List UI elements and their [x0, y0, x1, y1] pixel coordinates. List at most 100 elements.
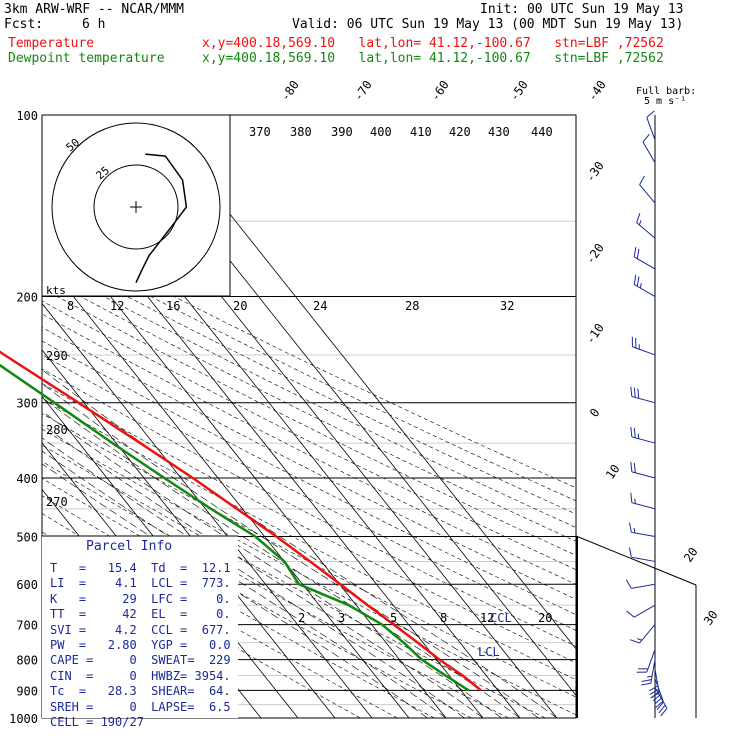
- wind-barb-shaft: [650, 659, 656, 684]
- parcel-info-row: SREH = 0 LAPSE= 6.5: [50, 699, 231, 714]
- frame-right-lower: [576, 536, 578, 718]
- dewpoint-legend-label: Dewpoint temperature: [8, 51, 165, 66]
- isotherm-label-top: -70: [351, 78, 375, 104]
- parcel-info-title: Parcel Info: [86, 539, 173, 554]
- parcel-info-row: K = 29 LFC = 0.: [50, 591, 231, 606]
- mixing-ratio-label: 5: [390, 611, 397, 625]
- hodograph-trace: [135, 153, 188, 283]
- parcel-info-row: T = 15.4 Td = 12.1: [50, 561, 231, 575]
- theta-left-label: 270: [46, 495, 68, 509]
- pressure-tick-label: 400: [16, 472, 38, 486]
- speed-scale-label: 20: [233, 299, 247, 313]
- parcel-info-row: CIN = 0 HWBZ= 3954.: [50, 668, 231, 683]
- wind-barb-flag: [639, 175, 645, 185]
- wind-barb-flag: [633, 246, 637, 258]
- wind-barb-flag: [638, 220, 642, 226]
- dry-adiabat: [42, 251, 576, 515]
- wind-barb-flag: [637, 433, 640, 439]
- theta-label: 370: [249, 125, 271, 139]
- mixing-ratio-label: 3: [338, 611, 345, 625]
- temperature-station-info: x,y=400.18,569.10 lat,lon= 41.12,-100.67…: [202, 36, 664, 51]
- wind-barb-flag: [633, 462, 636, 473]
- wind-barb-flag: [646, 110, 655, 118]
- parcel-info-row: LI = 4.1 LCL = 773.: [50, 576, 231, 591]
- wind-barb-flag: [658, 704, 666, 714]
- wind-barb-shaft: [633, 256, 656, 270]
- isotherm-label-right: -20: [583, 241, 607, 267]
- wind-barb-shaft: [631, 436, 656, 444]
- moist-adiabat: [42, 450, 447, 718]
- parcel-info-row: PW = 2.80 YGP = 0.0: [50, 638, 231, 652]
- wind-barb-flag: [625, 579, 632, 589]
- wind-barb-flag: [633, 387, 636, 398]
- theta-label: 400: [370, 125, 392, 139]
- parcel-info-row: CAPE = 0 SWEAT= 229: [50, 653, 231, 668]
- valid-time: Valid: 06 UTC Sun 19 May 13 (00 MDT Sun …: [292, 17, 684, 32]
- wind-barb-flag: [649, 688, 659, 695]
- wind-barb-shaft: [642, 141, 656, 163]
- wind-barb-shaft: [633, 604, 656, 618]
- pressure-tick-label: 800: [16, 654, 38, 668]
- wind-barb-flag: [639, 283, 642, 289]
- hodograph-units-label: kts: [46, 284, 66, 297]
- wind-barb-shaft: [633, 284, 656, 297]
- theta-label: 430: [488, 125, 510, 139]
- wind-barb-flag: [650, 692, 660, 699]
- wind-barb-flag: [636, 248, 640, 259]
- mixing-ratio-label: 12: [480, 611, 494, 625]
- pressure-tick-label: 300: [16, 397, 38, 411]
- speed-scale-label: 8: [67, 299, 74, 313]
- parcel-info-row: CELL = 190/27: [50, 715, 144, 729]
- moist-adiabat: [42, 383, 539, 718]
- speed-scale-label: 12: [110, 299, 124, 313]
- isotherm-line: [42, 349, 336, 718]
- wind-barb-shaft: [654, 669, 660, 693]
- pressure-tick-label: 1000: [9, 712, 38, 726]
- wind-barb-flag: [660, 707, 668, 717]
- temperature-profile: [0, 350, 482, 692]
- dry-adiabat: [42, 326, 576, 600]
- wind-barb-shaft: [631, 396, 656, 404]
- wind-barb-flag: [649, 685, 659, 692]
- isotherm-label-right: 30: [701, 608, 721, 628]
- hodograph-ring-outer: [51, 122, 221, 292]
- ccl-label: CCL: [490, 611, 512, 625]
- isotherm-label-right: -30: [583, 159, 607, 185]
- pressure-tick-label: 700: [16, 619, 38, 633]
- wind-barb-shaft: [632, 346, 656, 356]
- isotherm-label-top: -50: [507, 78, 531, 104]
- lcl-label: LCL: [478, 645, 500, 659]
- plot-frame: [41, 114, 577, 719]
- wind-barb-shaft: [631, 531, 656, 537]
- isotherm-line: [42, 302, 373, 718]
- wind-barb-flag: [629, 547, 632, 558]
- wind-barb-flag: [630, 492, 633, 503]
- isotherm-label-right: -10: [583, 321, 607, 347]
- dry-adiabat: [42, 477, 472, 718]
- temperature-legend-label: Temperature: [8, 36, 95, 51]
- wind-barb-flag: [636, 213, 641, 223]
- moist-adiabat: [42, 424, 484, 718]
- theta-left-label: 280: [46, 423, 68, 437]
- dry-adiabat: [42, 275, 576, 542]
- pressure-tick-label: 900: [16, 684, 38, 698]
- forecast-label: Fcst:: [4, 17, 44, 32]
- wind-barb-flag: [630, 426, 633, 437]
- wind-barb-shaft: [631, 471, 656, 479]
- wind-barb-shaft: [639, 184, 656, 204]
- wind-legend-subtitle: 5 m s⁻¹: [644, 96, 686, 107]
- pressure-tick-label: 500: [16, 530, 38, 544]
- wind-barb-shaft: [646, 649, 656, 673]
- wind-barb-flag: [630, 461, 633, 472]
- wind-barb-flag: [637, 388, 640, 399]
- pressure-tick-label: 600: [16, 578, 38, 592]
- dry-adiabat: [42, 397, 576, 681]
- wind-legend-title: Full barb:: [636, 86, 696, 97]
- dry-adiabat: [42, 383, 576, 664]
- parcel-info-row: TT = 42 EL = 0.: [50, 607, 231, 622]
- wind-barb-flag: [636, 276, 640, 287]
- speed-scale-label: 16: [166, 299, 180, 313]
- wind-barb-flag: [630, 386, 633, 397]
- wind-barb-flag: [656, 701, 664, 711]
